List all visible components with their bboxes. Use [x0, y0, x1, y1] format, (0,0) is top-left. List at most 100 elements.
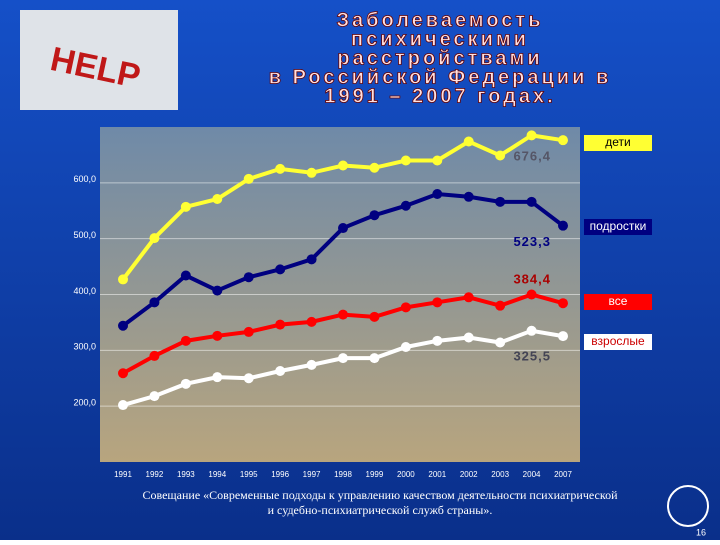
data-point: [463, 332, 474, 343]
data-point: [306, 316, 317, 327]
data-point: [212, 194, 223, 205]
value-label: 523,3: [513, 234, 551, 249]
x-tick-label: 1996: [271, 470, 289, 479]
data-point: [495, 300, 506, 311]
data-point: [558, 220, 568, 231]
data-point: [495, 150, 506, 161]
logo: [667, 485, 709, 527]
data-point: [558, 135, 568, 146]
x-tick-label: 1998: [334, 470, 352, 479]
data-point: [180, 378, 191, 389]
data-point: [118, 274, 128, 285]
value-label: 676,4: [513, 149, 551, 164]
data-point: [369, 210, 380, 221]
data-point: [432, 297, 443, 308]
data-point: [432, 155, 443, 166]
data-point: [463, 191, 474, 202]
data-point: [369, 311, 380, 322]
data-point: [400, 302, 411, 313]
x-tick-label: 1999: [366, 470, 384, 479]
data-point: [369, 353, 380, 364]
data-point: [338, 309, 348, 320]
data-point: [526, 289, 537, 300]
title-line: расстройствами: [337, 47, 542, 69]
data-point: [338, 160, 348, 171]
data-point: [369, 162, 380, 173]
data-point: [463, 292, 474, 303]
data-point: [526, 130, 537, 141]
x-tick-label: 2002: [460, 470, 478, 479]
title-line: Заболеваемость: [337, 9, 544, 31]
x-tick-label: 2000: [397, 470, 415, 479]
data-point: [149, 233, 160, 244]
data-point: [243, 272, 254, 283]
legend-box: [584, 334, 652, 350]
data-point: [118, 320, 128, 331]
y-tick-label: 200,0: [73, 398, 96, 408]
data-point: [526, 196, 537, 207]
legend-label: взрослые: [591, 334, 645, 348]
x-tick-label: 1993: [177, 470, 195, 479]
data-point: [338, 353, 348, 364]
data-point: [306, 167, 317, 178]
data-point: [243, 373, 254, 384]
title-line: психическими: [351, 28, 529, 50]
x-tick-label: 2007: [554, 470, 572, 479]
data-point: [180, 270, 191, 281]
x-tick-label: 1994: [208, 470, 226, 479]
data-point: [558, 298, 568, 309]
y-tick-label: 600,0: [73, 174, 96, 184]
data-point: [149, 350, 160, 361]
legend-box: [584, 294, 652, 310]
x-tick-label: 1991: [114, 470, 132, 479]
data-point: [558, 331, 568, 342]
legend-label: подростки: [590, 219, 647, 233]
data-point: [400, 155, 411, 166]
title-line: в Российской Федерации в: [269, 66, 612, 88]
data-point: [149, 297, 160, 308]
x-tick-label: 2004: [523, 470, 541, 479]
data-point: [495, 337, 506, 348]
data-point: [338, 223, 348, 234]
page-number: 16: [696, 527, 706, 537]
data-point: [400, 341, 411, 352]
data-point: [180, 335, 191, 346]
y-tick-label: 300,0: [73, 342, 96, 352]
data-point: [526, 325, 537, 336]
legend-label: дети: [605, 135, 630, 149]
data-point: [149, 391, 160, 402]
data-point: [400, 200, 411, 211]
title-line: 1991 – 2007 годах.: [324, 85, 555, 107]
value-label: 384,4: [513, 272, 551, 287]
x-tick-label: 2001: [428, 470, 446, 479]
data-point: [432, 335, 443, 346]
legend-box: [584, 219, 652, 235]
footer-box: Совещание «Современные подходы к управле…: [142, 488, 618, 517]
data-point: [275, 163, 286, 174]
data-point: [118, 368, 128, 379]
legend-box: [584, 135, 652, 151]
data-point: [243, 173, 254, 184]
data-point: [275, 319, 286, 330]
data-point: [306, 254, 317, 265]
data-point: [118, 400, 128, 411]
y-tick-label: 500,0: [73, 230, 96, 240]
x-tick-label: 1995: [240, 470, 258, 479]
data-point: [212, 330, 223, 341]
data-point: [212, 285, 223, 296]
x-tick-label: 2003: [491, 470, 509, 479]
data-point: [243, 326, 254, 337]
footer-text: Совещание «Современные подходы к управле…: [142, 488, 618, 517]
value-label: 325,5: [513, 349, 551, 364]
data-point: [180, 201, 191, 212]
data-point: [275, 365, 286, 376]
data-point: [212, 372, 223, 383]
y-tick-label: 400,0: [73, 286, 96, 296]
data-point: [275, 264, 286, 275]
data-point: [306, 359, 317, 370]
legend-label: все: [609, 294, 628, 308]
x-tick-label: 1992: [146, 470, 164, 479]
help-image: [20, 10, 178, 110]
data-point: [495, 196, 506, 207]
